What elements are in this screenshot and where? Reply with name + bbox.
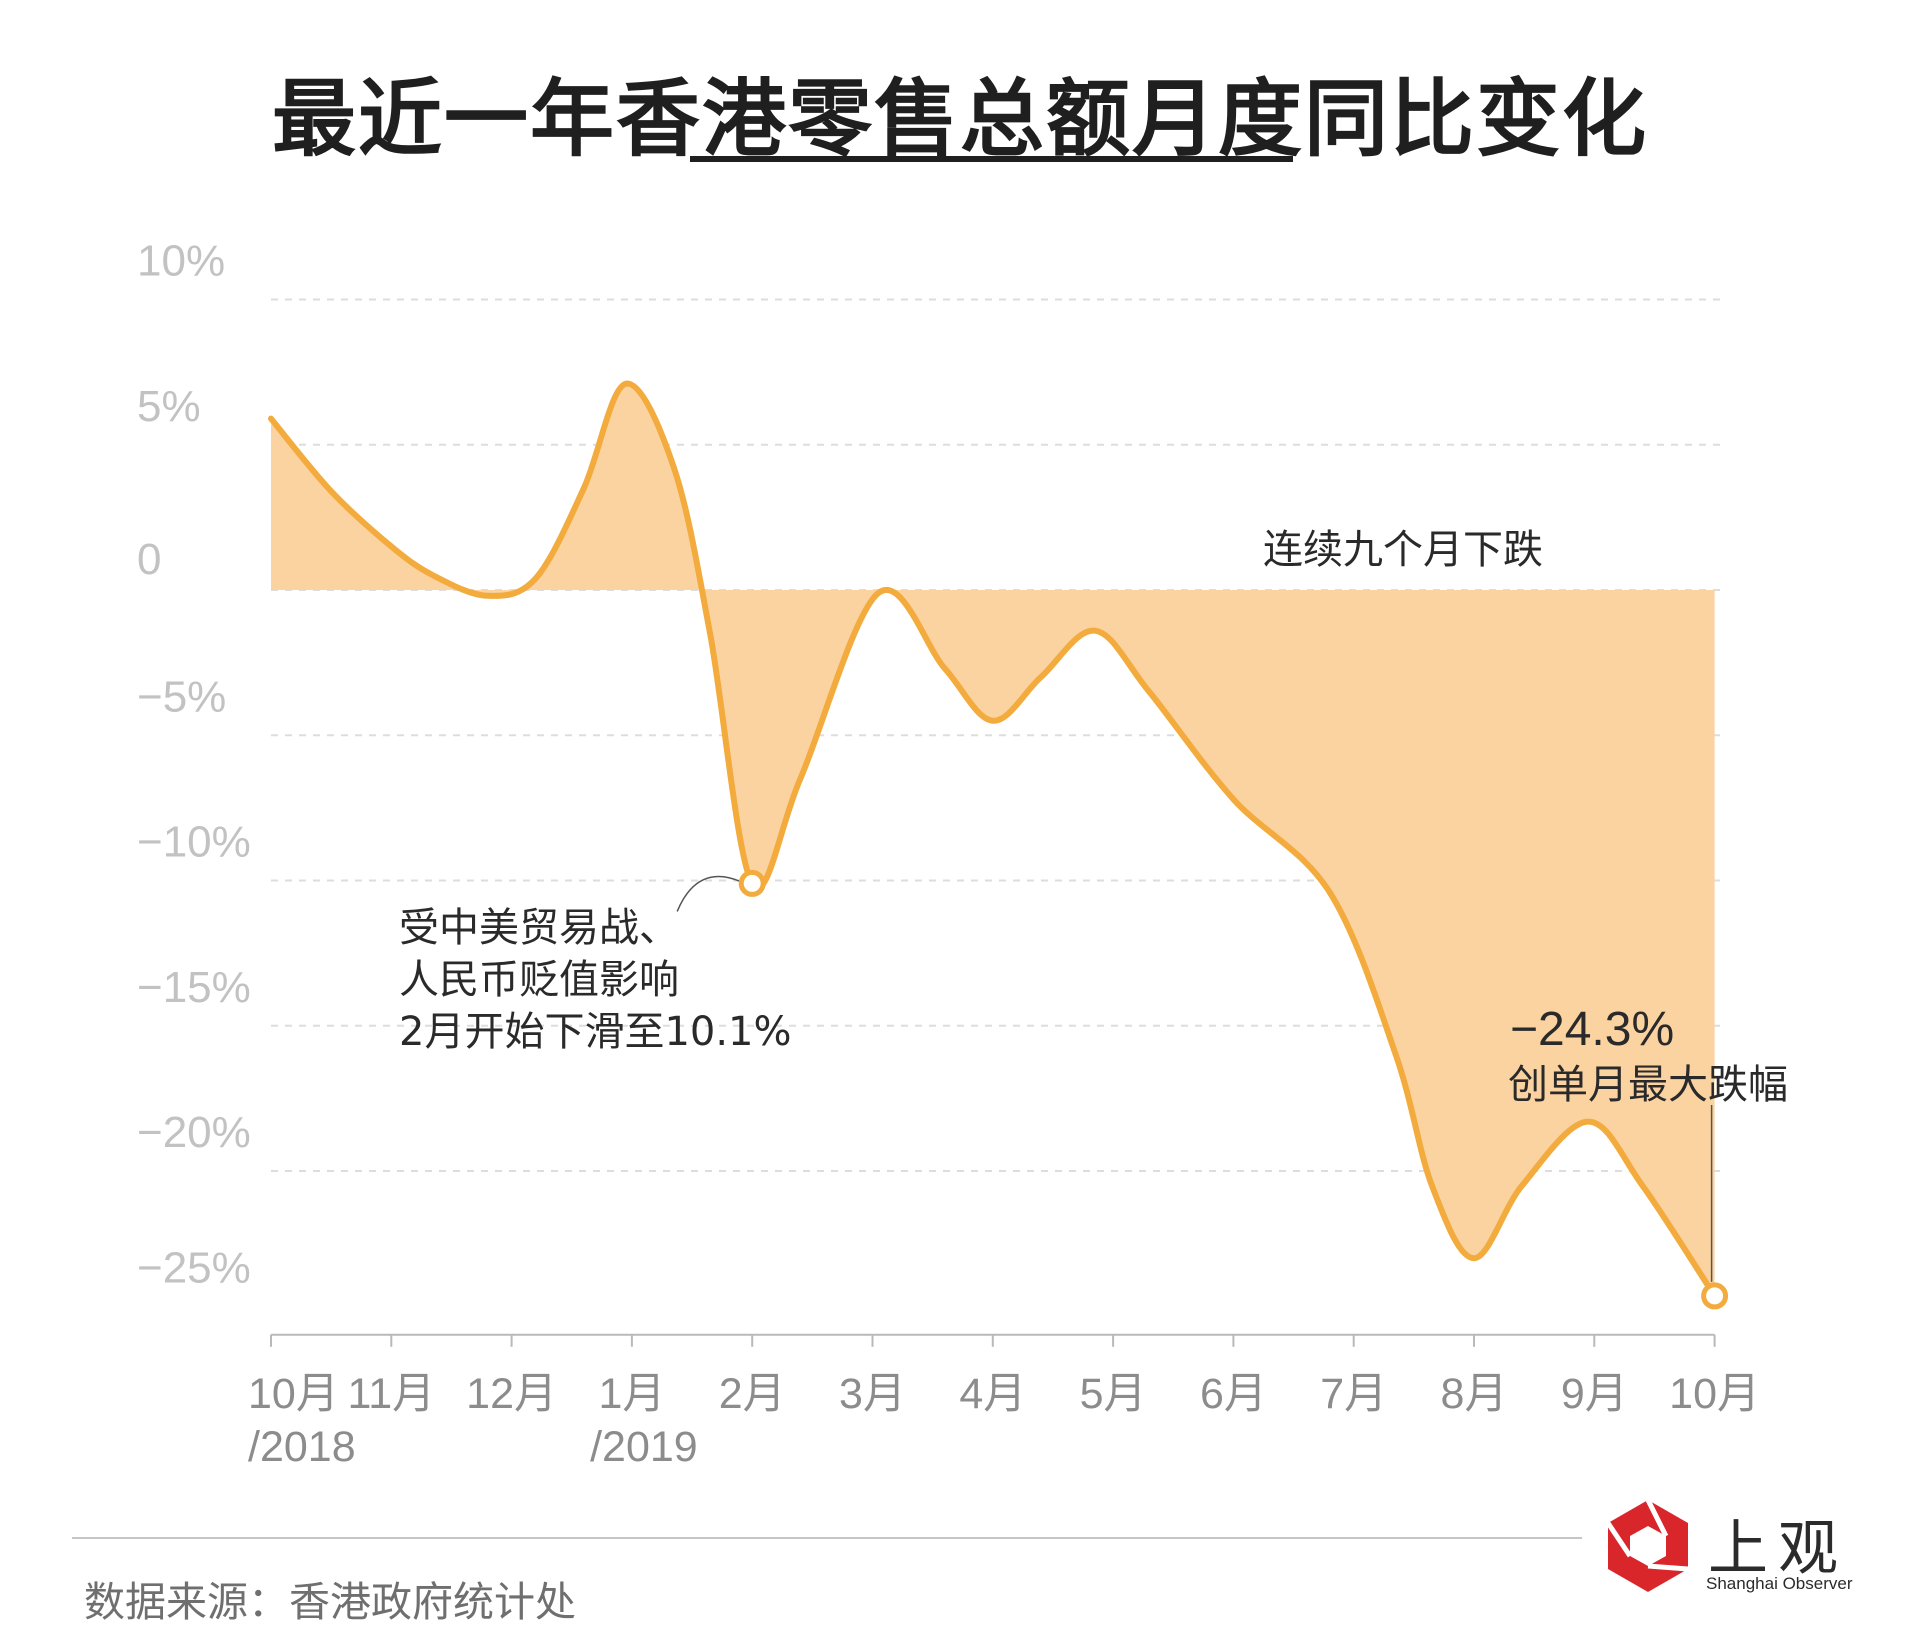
yoy-change-line: [268, 380, 1718, 1299]
y-tick-label: 5%: [137, 382, 201, 431]
feb-annotation-line-3: 2月开始下滑至10.1%: [399, 1009, 792, 1055]
y-axis-labels: 10% 5% 0 −5% −10% −15% −20% −25%: [137, 237, 251, 1293]
x-tick-label: 11月: [347, 1370, 435, 1418]
feb-annotation-leader: [676, 875, 741, 912]
x-tick-label: 4月: [959, 1370, 1026, 1418]
y-tick-label: −15%: [137, 963, 251, 1012]
x-tick-label: 10月: [248, 1370, 339, 1418]
feb-annotation-line-2: 人民币贬值影响: [399, 957, 679, 1003]
y-tick-label: −10%: [137, 818, 251, 867]
x-tick-label: 9月: [1561, 1370, 1628, 1418]
title-underline: [690, 156, 1293, 162]
logo-chinese-name: 上观: [1708, 1514, 1848, 1584]
x-tick-label: 6月: [1200, 1370, 1267, 1418]
x-tick-label: 3月: [839, 1370, 906, 1418]
x-tick-sublabel: /2019: [590, 1423, 698, 1471]
x-tick-label: 8月: [1441, 1370, 1508, 1418]
feb-annotation-line-1: 受中美贸易战、: [399, 905, 679, 951]
shanghai-observer-logo: 上观 Shanghai Observer: [1598, 1496, 1878, 1606]
x-axis: [270, 1333, 1716, 1347]
x-tick-label: 7月: [1320, 1370, 1387, 1418]
shanghai-observer-logo-icon: [1605, 1498, 1689, 1592]
footer-divider: [72, 1537, 1582, 1539]
x-tick-label: 12月: [466, 1370, 557, 1418]
y-tick-label: 0: [137, 535, 161, 584]
data-source-note: 数据来源：香港政府统计处: [84, 1578, 576, 1626]
y-tick-label: 10%: [137, 237, 225, 286]
x-tick-sublabel: /2018: [248, 1423, 356, 1471]
negative-region-area: [271, 383, 1715, 1296]
y-tick-label: −5%: [137, 672, 226, 721]
x-tick-label: 1月: [598, 1370, 665, 1418]
x-tick-label: 10月: [1669, 1370, 1760, 1418]
x-tick-label: 5月: [1080, 1370, 1147, 1418]
y-tick-label: −20%: [137, 1108, 251, 1157]
y-tick-label: −25%: [137, 1243, 251, 1292]
oct-data-point-marker: [1701, 1282, 1729, 1310]
feb-data-point-marker: [738, 869, 766, 897]
oct-annotation-value: −24.3%: [1510, 1003, 1674, 1056]
chart-title: 最近一年香港零售总额月度同比变化: [271, 70, 1648, 168]
oct-annotation-note: 创单月最大跌幅: [1508, 1062, 1788, 1108]
nine-months-decline-label: 连续九个月下跌: [1263, 527, 1543, 573]
x-axis-labels: 10月/2018 11月 12月 1月/2019 2月 3月 4月 5月 6月 7月 8月 9月 10月: [248, 1370, 1760, 1471]
x-tick-label: 2月: [719, 1370, 786, 1418]
logo-english-name: Shanghai Observer: [1706, 1574, 1853, 1593]
